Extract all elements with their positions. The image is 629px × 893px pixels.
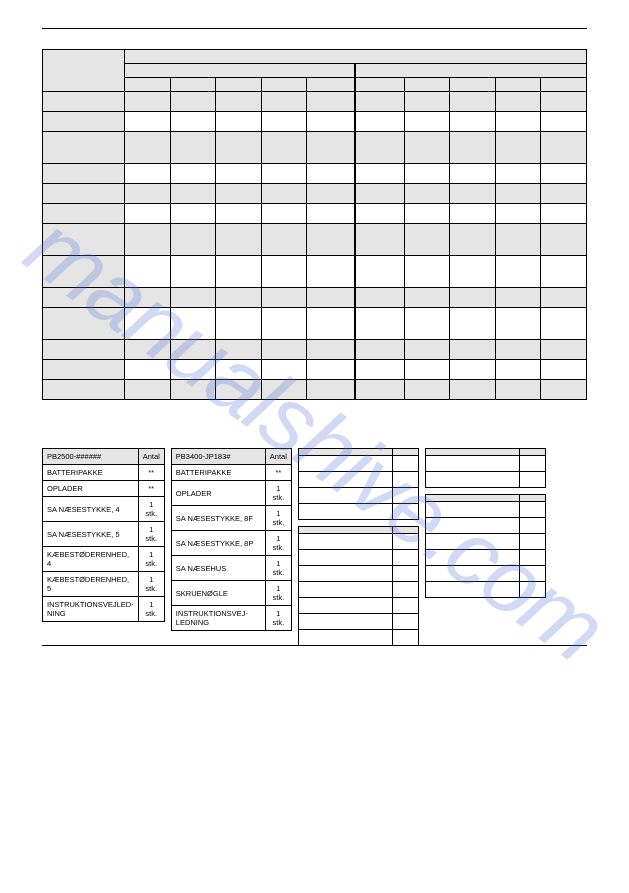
- box2-header: PB3400-JP183#: [171, 449, 265, 465]
- list-item: SA NÆSESTYKKE, 41 stk.: [43, 497, 165, 522]
- list-item: SA NÆSEHUS1 stk.: [171, 556, 291, 581]
- list-item: [425, 472, 545, 488]
- list-item: [298, 534, 418, 550]
- table-row: [43, 132, 587, 164]
- list-item: [298, 488, 418, 504]
- box1-qty-header: Antal: [138, 449, 164, 465]
- item-box-5: [425, 448, 546, 488]
- list-item: OPLADER1 stk.: [171, 481, 291, 506]
- list-item: [298, 456, 418, 472]
- spec-col-5: [307, 78, 356, 92]
- list-item: [425, 518, 545, 534]
- list-item: INSTRUKTIONSVEJ-LEDNING1 stk.: [171, 606, 291, 631]
- box4-qty-header: [392, 527, 418, 534]
- item-box-2: PB3400-JP183# Antal BATTERIPAKKE** OPLAD…: [171, 448, 292, 631]
- spec-col-7: [404, 78, 450, 92]
- box2-qty-header: Antal: [265, 449, 291, 465]
- box5-qty-header: [519, 449, 545, 456]
- table-row: [43, 256, 587, 288]
- box6-qty-header: [519, 495, 545, 502]
- table-row: [43, 340, 587, 360]
- list-item: INSTRUKTIONSVEJLED-NING1 stk.: [43, 597, 165, 622]
- list-item: [298, 472, 418, 488]
- list-item: [298, 504, 418, 520]
- list-item: SKRUENØGLE1 stk.: [171, 581, 291, 606]
- spec-group-b: [355, 64, 586, 78]
- spec-col-9: [495, 78, 541, 92]
- table-row: [43, 164, 587, 184]
- list-item: SA NÆSESTYKKE, 8F1 stk.: [171, 506, 291, 531]
- list-item: BATTERIPAKKE**: [43, 465, 165, 481]
- spec-col-6: [355, 78, 404, 92]
- list-item: [425, 456, 545, 472]
- box6-header: [425, 495, 519, 502]
- page-bottom-rule: [42, 645, 587, 646]
- list-item: [425, 534, 545, 550]
- list-item: [298, 566, 418, 582]
- spec-col-10: [541, 78, 587, 92]
- item-box-3: [298, 448, 419, 520]
- list-item: SA NÆSESTYKKE, 51 stk.: [43, 522, 165, 547]
- spec-corner: [43, 50, 125, 92]
- spec-col-8: [450, 78, 496, 92]
- item-box-4: [298, 526, 419, 646]
- table-row: [43, 380, 587, 400]
- list-item: [298, 614, 418, 630]
- list-item: [425, 502, 545, 518]
- box3-header: [298, 449, 392, 456]
- spec-col-3: [216, 78, 262, 92]
- item-column-4: [425, 448, 546, 598]
- list-item: [425, 550, 545, 566]
- item-box-6: [425, 494, 546, 598]
- list-item: KÆBESTØDERENHED, 51 stk.: [43, 572, 165, 597]
- table-row: [43, 204, 587, 224]
- box1-header: PB2500-######: [43, 449, 139, 465]
- list-item: [298, 550, 418, 566]
- list-item: BATTERIPAKKE**: [171, 465, 291, 481]
- item-column-3: [298, 448, 419, 646]
- table-row: [43, 288, 587, 308]
- table-row: [43, 112, 587, 132]
- box5-header: [425, 449, 519, 456]
- list-item: [425, 582, 545, 598]
- spec-col-1: [125, 78, 171, 92]
- spec-top-span: [125, 50, 587, 64]
- table-row: [43, 184, 587, 204]
- item-box-1: PB2500-###### Antal BATTERIPAKKE** OPLAD…: [42, 448, 165, 622]
- list-item: KÆBESTØDERENHED, 41 stk.: [43, 547, 165, 572]
- spec-col-2: [170, 78, 216, 92]
- table-row: [43, 360, 587, 380]
- spec-group-a: [125, 64, 356, 78]
- spec-col-4: [261, 78, 307, 92]
- page-top-rule: [42, 28, 587, 29]
- list-item: [298, 598, 418, 614]
- list-item: [298, 630, 418, 646]
- table-row: [43, 92, 587, 112]
- items-area: PB2500-###### Antal BATTERIPAKKE** OPLAD…: [42, 448, 587, 646]
- list-item: [298, 582, 418, 598]
- box3-qty-header: [392, 449, 418, 456]
- list-item: [425, 566, 545, 582]
- box4-header: [298, 527, 392, 534]
- list-item: OPLADER**: [43, 481, 165, 497]
- list-item: SA NÆSESTYKKE, 8P1 stk.: [171, 531, 291, 556]
- spec-table: [42, 49, 587, 400]
- table-row: [43, 224, 587, 256]
- table-row: [43, 308, 587, 340]
